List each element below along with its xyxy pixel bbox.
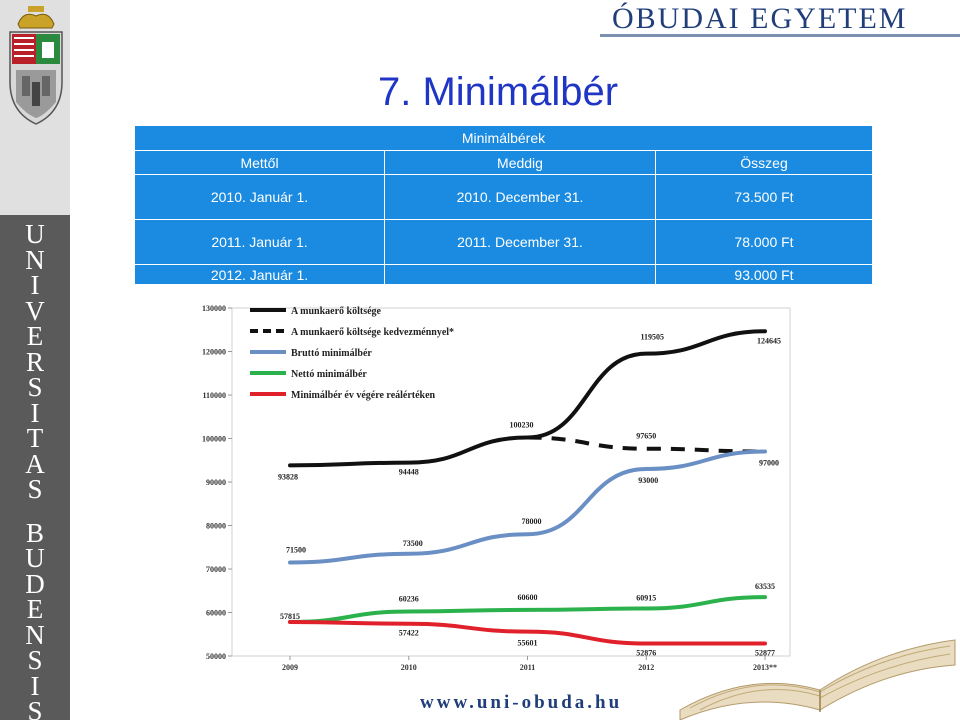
data-label: 93828: [278, 472, 298, 481]
page-title: 7. Minimálbér: [378, 70, 619, 114]
data-label: 124645: [757, 336, 781, 345]
data-label: 93000: [638, 476, 658, 485]
data-label: 52877: [755, 648, 775, 657]
x-tick-label: 2009: [282, 663, 298, 672]
cell-amount: 93.000 Ft: [655, 264, 873, 285]
sidebar-letter: U: [25, 219, 45, 249]
series-line-3: [288, 595, 767, 625]
sidebar-letter: I: [30, 670, 40, 701]
chart-plot-area: [231, 307, 791, 657]
y-tick-label: 110000: [202, 391, 226, 400]
legend-label: Nettó minimálbér: [291, 369, 367, 380]
sidebar-letter: S: [27, 696, 43, 720]
data-label: 119505: [640, 333, 664, 342]
sidebar-letter: E: [26, 594, 44, 624]
brand-name: ÓBUDAI EGYETEM: [612, 2, 908, 35]
y-tick-label: 100000: [202, 435, 226, 444]
sidebar-letter: T: [26, 423, 44, 453]
sidebar-letter: V: [25, 295, 45, 326]
cell-to: 2010. December 31.: [384, 174, 656, 220]
y-tick-label: 70000: [206, 565, 226, 574]
cell-from: 2010. Január 1.: [134, 174, 385, 220]
sidebar-letter: D: [25, 568, 45, 599]
sidebar-letter: B: [25, 517, 44, 548]
series-line-1: [527, 435, 766, 454]
series-line-2: [288, 449, 767, 565]
sidebar-letter: S: [27, 645, 43, 675]
sidebar-letter: N: [25, 619, 45, 650]
brand-divider: [600, 34, 960, 37]
sidebar-letter: N: [25, 244, 45, 275]
minimum-wage-chart: 50000 60000 70000 80000 90000 100000 110000 120…: [202, 304, 791, 672]
x-tick-label: 2010: [401, 663, 417, 672]
legend-label: Bruttó minimálbér: [291, 348, 372, 359]
cell-amount: 73.500 Ft: [655, 174, 873, 220]
y-tick-label: 130000: [202, 304, 226, 313]
data-label: 60236: [399, 594, 419, 603]
data-label: 100230: [510, 420, 534, 429]
data-label: 57815: [280, 612, 300, 621]
sidebar-letter: I: [30, 397, 40, 428]
legend-label: Minimálbér év végére reálértéken: [291, 390, 436, 401]
data-label: 63535: [755, 582, 775, 591]
y-tick-label: 60000: [206, 609, 226, 618]
legend-label: A munkaerő költsége kedvezménnyel*: [291, 327, 454, 338]
y-tick-label: 120000: [202, 348, 226, 357]
data-label: 60915: [636, 594, 656, 603]
data-label: 78000: [522, 517, 542, 526]
data-label: 52876: [636, 648, 656, 657]
university-crest-icon: [9, 6, 63, 125]
data-label: 60600: [518, 593, 538, 602]
cell-from: 2012. Január 1.: [134, 264, 385, 285]
x-tick-label: 2011: [520, 663, 536, 672]
data-label: 97000: [759, 459, 779, 468]
x-tick-label: 2012: [638, 663, 654, 672]
data-label: 57422: [399, 629, 419, 638]
legend-label: A munkaerő költsége: [291, 306, 382, 317]
sidebar-letter: U: [25, 543, 45, 573]
table-row: 2011. Január 1. 2011. December 31. 78.00…: [134, 219, 873, 265]
y-tick-label: 50000: [206, 652, 226, 661]
open-book-icon: [679, 639, 956, 720]
column-header-to: Meddig: [384, 150, 656, 175]
sidebar-letter: R: [25, 346, 44, 377]
column-header-from: Mettől: [134, 150, 385, 175]
minimum-wage-table: Minimálbérek Mettől Meddig Összeg 2010. …: [134, 125, 873, 285]
y-tick-label: 90000: [206, 478, 226, 487]
sidebar-letter: I: [30, 270, 40, 300]
data-label: 94448: [399, 468, 419, 477]
sidebar-logo-area: [0, 0, 70, 215]
sidebar-letter: A: [25, 448, 45, 479]
data-label: 73500: [403, 539, 423, 548]
y-tick-label: 80000: [206, 522, 226, 531]
data-label: 55601: [518, 639, 538, 648]
column-header-amount: Összeg: [655, 150, 873, 175]
table-row: 2010. Január 1. 2010. December 31. 73.50…: [134, 174, 873, 220]
sidebar-letter: S: [27, 474, 43, 504]
cell-to: 2011. December 31.: [384, 219, 656, 265]
cell-from: 2011. Január 1.: [134, 219, 385, 265]
table-caption: Minimálbérek: [134, 125, 873, 151]
series-line-4: [288, 620, 767, 646]
data-label: 97650: [636, 432, 656, 441]
cell-to: [384, 264, 656, 285]
sidebar-letter: S: [27, 372, 43, 402]
sidebar-letter: E: [26, 321, 44, 351]
data-label: 71500: [286, 545, 306, 554]
cell-amount: 78.000 Ft: [655, 219, 873, 265]
website-url: www.uni-obuda.hu: [420, 692, 623, 713]
x-tick-label: 2013**: [753, 663, 777, 672]
table-row: 2012. Január 1. 93.000 Ft: [134, 264, 873, 285]
